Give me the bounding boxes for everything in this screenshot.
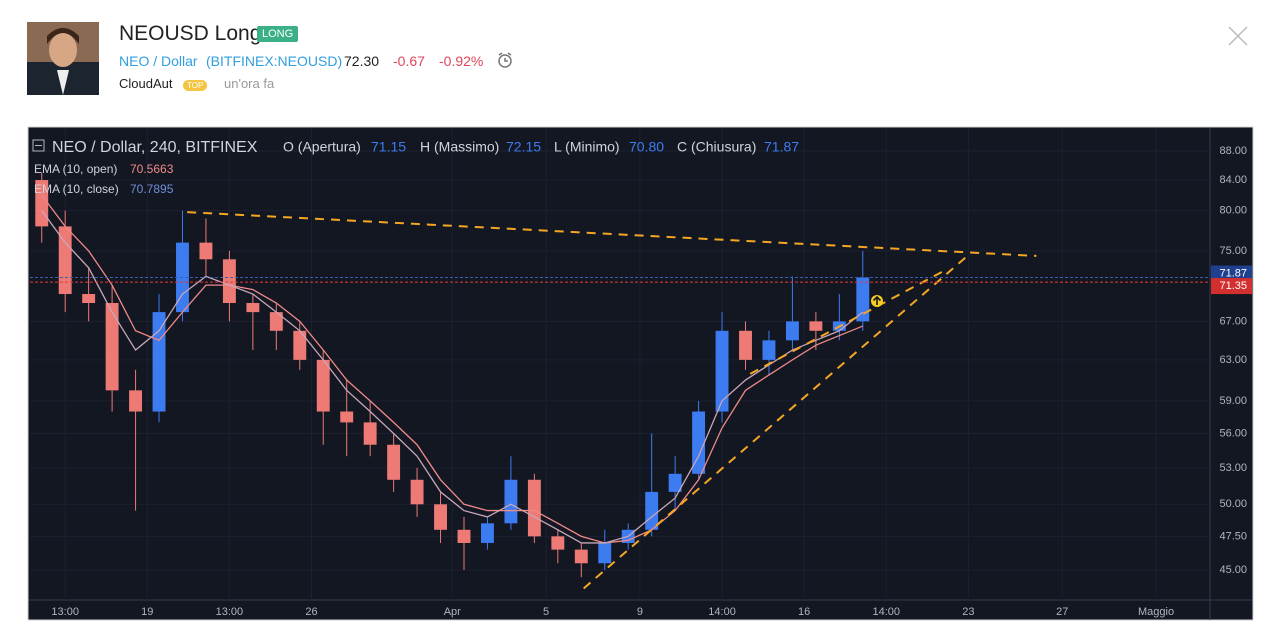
trendline bbox=[582, 254, 970, 590]
candle-body bbox=[527, 479, 541, 537]
candle-body bbox=[199, 242, 213, 260]
candle-body bbox=[785, 321, 799, 341]
y-tick-label: 47.50 bbox=[1219, 530, 1247, 542]
y-tick-label: 45.00 bbox=[1219, 564, 1247, 576]
candle-body bbox=[645, 491, 659, 530]
x-tick-label: 14:00 bbox=[872, 606, 900, 618]
candle-body bbox=[715, 330, 729, 412]
price: 72.30 bbox=[344, 53, 380, 69]
author[interactable]: CloudAut bbox=[119, 76, 173, 91]
collapse-icon[interactable] bbox=[32, 139, 45, 152]
ema-value: 70.5663 bbox=[130, 162, 174, 176]
candle-body bbox=[152, 312, 166, 412]
y-tick-label: 75.00 bbox=[1219, 245, 1247, 257]
candle-body bbox=[293, 330, 307, 360]
legend-symbol: NEO / Dollar, 240, BITFINEX bbox=[52, 139, 258, 156]
author-badge: TOP bbox=[183, 80, 208, 91]
x-tick-label: 14:00 bbox=[708, 606, 736, 618]
y-tick-label: 63.00 bbox=[1219, 354, 1247, 366]
legend-label: H (Massimo) bbox=[420, 139, 499, 155]
x-tick-label: Apr bbox=[444, 606, 461, 618]
symbol[interactable]: NEO / Dollar bbox=[119, 53, 198, 69]
legend-label: C (Chiusura) bbox=[677, 139, 756, 155]
candle-body bbox=[105, 303, 119, 391]
time: un'ora fa bbox=[224, 76, 275, 91]
chart-frame bbox=[27, 126, 1254, 621]
candle-body bbox=[363, 422, 377, 445]
candle-body bbox=[246, 303, 260, 313]
y-tick-label: 67.00 bbox=[1219, 315, 1247, 327]
x-tick-label: 23 bbox=[962, 606, 974, 618]
ema-label: EMA (10, open) bbox=[34, 162, 117, 176]
y-tick-label: 88.00 bbox=[1219, 145, 1247, 157]
close-button[interactable] bbox=[1228, 26, 1248, 46]
candle-body bbox=[598, 542, 612, 564]
candle-body bbox=[457, 529, 471, 543]
price-label-box bbox=[1211, 265, 1252, 282]
y-tick-label: 80.00 bbox=[1219, 204, 1247, 216]
candle-body bbox=[692, 411, 706, 474]
x-tick-label: 27 bbox=[1056, 606, 1068, 618]
candle-body bbox=[504, 479, 518, 524]
ema-line bbox=[41, 210, 864, 544]
price-label: 71.35 bbox=[1219, 280, 1247, 292]
candle-body bbox=[551, 536, 565, 550]
candle-body bbox=[434, 504, 447, 530]
y-tick-label: 59.00 bbox=[1219, 395, 1247, 407]
y-tick-label: 53.00 bbox=[1219, 462, 1247, 474]
trendline bbox=[187, 211, 1037, 257]
candle-body bbox=[340, 411, 354, 423]
x-tick-label: 19 bbox=[141, 606, 153, 618]
x-tick-label: Maggio bbox=[1138, 606, 1174, 618]
candle-body bbox=[222, 259, 236, 304]
price-label: 71.87 bbox=[1219, 267, 1247, 279]
x-tick-label: 26 bbox=[305, 606, 317, 618]
legend-value: 72.15 bbox=[506, 139, 541, 155]
legend-label: L (Minimo) bbox=[554, 139, 620, 155]
x-tick-label: 16 bbox=[798, 606, 810, 618]
avatar bbox=[27, 22, 99, 95]
candle-body bbox=[387, 444, 401, 480]
legend-value: 71.87 bbox=[764, 139, 799, 155]
candle-body bbox=[668, 473, 682, 492]
candle-body bbox=[762, 340, 776, 360]
y-tick-label: 56.00 bbox=[1219, 427, 1247, 439]
ema-label: EMA (10, close) bbox=[34, 182, 119, 196]
candle-body bbox=[129, 390, 143, 412]
legend-label: O (Apertura) bbox=[283, 139, 361, 155]
x-tick-label: 9 bbox=[637, 606, 643, 618]
idea-title: NEOUSD Long bbox=[119, 22, 262, 45]
x-tick-label: 5 bbox=[543, 606, 549, 618]
x-tick-label: 13:00 bbox=[51, 606, 79, 618]
alert-icon[interactable] bbox=[496, 51, 516, 71]
candle-body bbox=[410, 479, 424, 505]
ema-line bbox=[41, 194, 864, 544]
candle-body bbox=[574, 549, 588, 564]
legend-value: 70.80 bbox=[629, 139, 664, 155]
candle-body bbox=[481, 523, 494, 543]
trendline bbox=[749, 269, 946, 375]
exchange[interactable]: (BITFINEX:NEOUSD) bbox=[206, 53, 343, 69]
x-tick-label: 13:00 bbox=[216, 606, 244, 618]
legend-value: 71.15 bbox=[371, 139, 406, 155]
change: -0.67 bbox=[393, 53, 425, 69]
y-tick-label: 84.00 bbox=[1219, 174, 1247, 186]
change-pct: -0.92% bbox=[439, 53, 484, 69]
y-tick-label: 50.00 bbox=[1219, 498, 1247, 510]
badge: LONG bbox=[257, 26, 299, 42]
ema-value: 70.7895 bbox=[130, 182, 174, 196]
candle-body bbox=[269, 312, 283, 331]
candle-body bbox=[856, 277, 870, 322]
candle-body bbox=[82, 294, 96, 304]
candle-body bbox=[809, 321, 823, 331]
signal-icon bbox=[872, 295, 882, 305]
candle-body bbox=[739, 330, 752, 360]
candle-body bbox=[316, 359, 330, 412]
price-label-box bbox=[1211, 278, 1252, 295]
